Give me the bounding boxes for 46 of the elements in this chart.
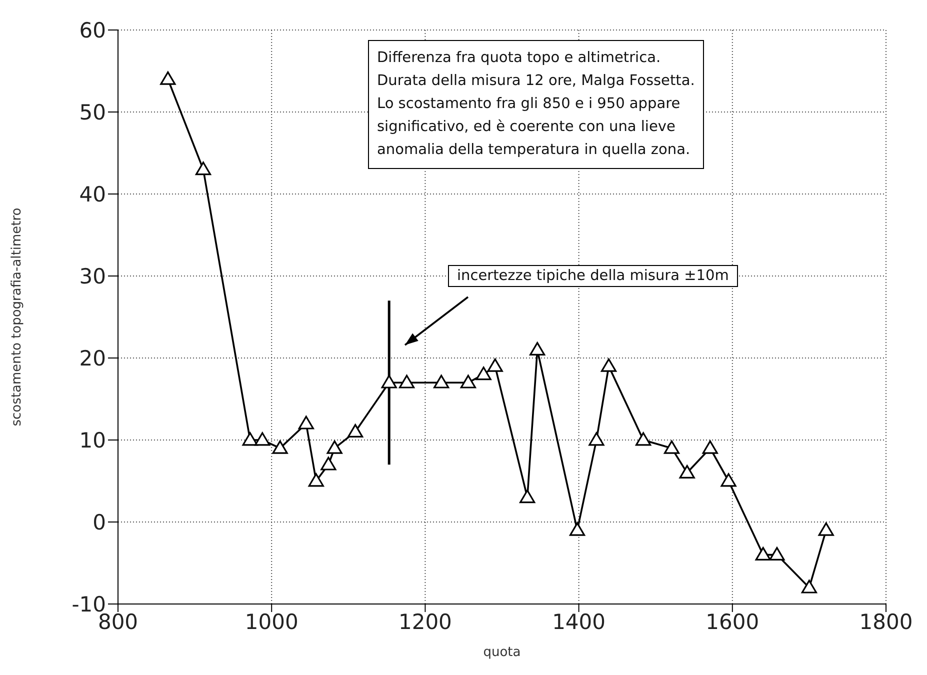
point xyxy=(381,374,397,388)
y-tick-label: 60 xyxy=(79,18,106,42)
point xyxy=(520,490,536,504)
point xyxy=(801,580,817,594)
y-tick-label: 30 xyxy=(79,264,106,288)
x-tick-label: 1800 xyxy=(859,610,913,634)
point xyxy=(242,432,258,446)
point xyxy=(195,162,212,176)
y-tick-label: 0 xyxy=(92,510,106,534)
x-tick-label: 1600 xyxy=(706,610,760,634)
point xyxy=(398,374,415,388)
x-tick-label: 1400 xyxy=(552,610,606,634)
point xyxy=(818,522,834,536)
point xyxy=(348,424,364,438)
point xyxy=(326,440,342,454)
point xyxy=(636,432,652,446)
y-tick-label: 50 xyxy=(79,100,106,124)
y-axis-title: scostamento topografia-altimetro xyxy=(10,208,25,426)
point xyxy=(769,547,785,560)
x-tick-label: 1200 xyxy=(398,610,452,634)
point xyxy=(679,465,695,478)
point xyxy=(476,366,492,380)
point xyxy=(664,440,680,454)
annotation: Differenza fra quota topo e altimetrica. Durata della misura 12 ore, Malga Fossetta. Lo scostamento fra gli 850 e i 950 appare significativo, ed è coerente con una lieve anomalia della temperatura in quella zona. xyxy=(368,40,704,169)
point xyxy=(720,473,736,487)
x-axis-title: quota xyxy=(483,645,521,660)
annotation: incertezze tipiche della misura ±10m xyxy=(448,265,738,287)
y-tick-label: 10 xyxy=(79,428,106,452)
x-tick-label: 1000 xyxy=(244,610,298,634)
point xyxy=(600,358,617,372)
point xyxy=(160,71,176,85)
point xyxy=(588,432,604,446)
point xyxy=(755,547,771,560)
point xyxy=(320,456,336,470)
point xyxy=(272,440,288,454)
point xyxy=(308,473,324,487)
point xyxy=(254,432,270,446)
point xyxy=(702,440,718,454)
point xyxy=(530,342,546,356)
point xyxy=(569,522,586,536)
y-tick-label: 20 xyxy=(79,346,106,370)
point xyxy=(434,374,450,388)
y-tick-label: 40 xyxy=(79,182,106,206)
point xyxy=(460,374,476,388)
point xyxy=(487,358,503,372)
point xyxy=(298,416,314,430)
